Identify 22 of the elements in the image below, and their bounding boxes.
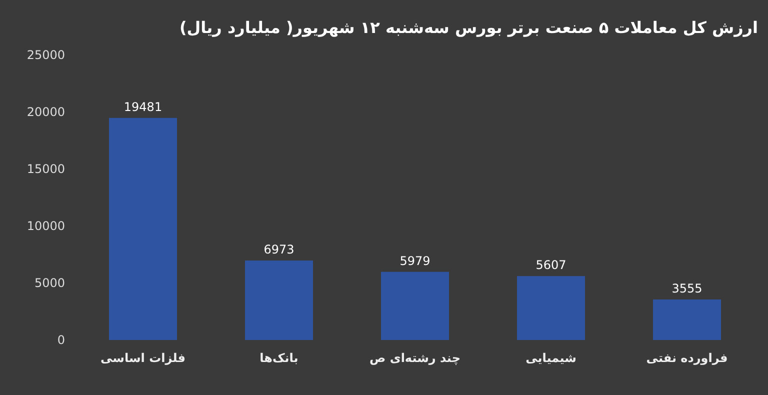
data-label: 5979	[400, 254, 430, 268]
bar	[109, 118, 177, 340]
y-tick-label: 15000	[26, 162, 65, 176]
data-label: 19481	[124, 100, 162, 114]
x-tick-label: شیمیایی	[526, 351, 576, 365]
x-tick-label: فلزات اساسی	[100, 351, 186, 365]
x-tick-label: فراورده نفتی	[646, 351, 728, 365]
y-tick-label: 20000	[26, 105, 65, 119]
y-tick-label: 10000	[26, 219, 65, 233]
y-tick-label: 25000	[26, 48, 65, 62]
y-tick-label: 5000	[34, 276, 65, 290]
y-tick-label: 0	[57, 333, 65, 347]
x-tick-label: بانک‌ها	[260, 351, 298, 365]
bar	[245, 260, 313, 340]
data-label: 6973	[264, 242, 294, 257]
bar	[381, 272, 449, 340]
x-tick-label: چند رشته‌ای ص	[370, 351, 460, 365]
bar	[517, 276, 585, 340]
chart-title: ارزش کل معاملات ۵ صنعت برتر بورس سه‌شنبه ۱۲ شهریور( میلیارد ریال)	[179, 18, 758, 37]
data-label: 5607	[536, 258, 566, 272]
data-label: 3555	[672, 281, 702, 296]
bar	[653, 299, 721, 340]
